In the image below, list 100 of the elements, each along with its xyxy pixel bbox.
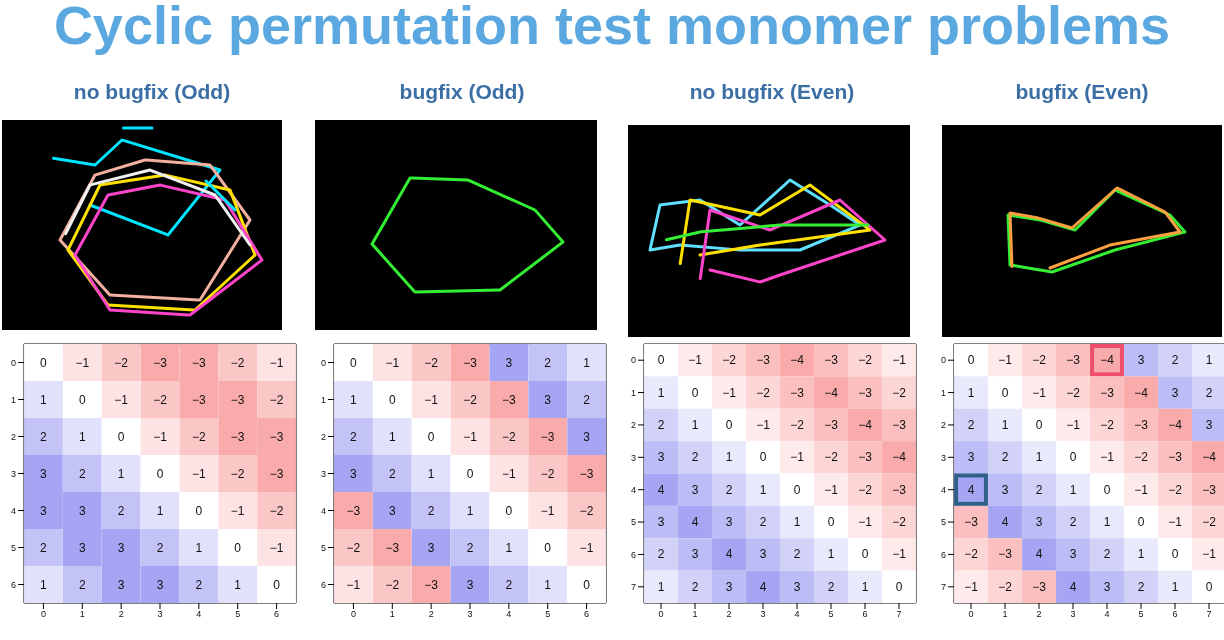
data-label: 0	[1069, 450, 1077, 465]
data-label: −2	[790, 417, 805, 432]
data-label: 2	[505, 577, 513, 592]
data-label: 3	[725, 579, 733, 594]
data-label: −3	[230, 392, 245, 407]
y-tick-label: 1	[940, 387, 946, 398]
data-label: 2	[725, 482, 733, 497]
y-tick-label: 5	[630, 517, 636, 528]
data-label: 0	[691, 385, 699, 400]
x-tick-label: 6	[1172, 609, 1178, 620]
data-label: −1	[756, 417, 771, 432]
data-label: 2	[78, 577, 86, 592]
x-tick-label: 1	[79, 609, 85, 620]
x-tick-label: 4	[794, 609, 800, 620]
data-label: 3	[1035, 515, 1043, 530]
data-label: 3	[793, 579, 801, 594]
data-label: 1	[78, 429, 86, 444]
data-label: 4	[691, 515, 699, 530]
chart-subtitle: bugfix (Even)	[1014, 80, 1150, 105]
x-tick-label: 6	[862, 609, 868, 620]
data-label: −2	[385, 577, 400, 592]
data-label: 1	[691, 417, 699, 432]
y-tick-label: 4	[630, 484, 636, 495]
data-label: 3	[1069, 547, 1077, 562]
data-label: −1	[424, 392, 439, 407]
data-label: −2	[1032, 353, 1047, 368]
data-label: 2	[1137, 579, 1145, 594]
data-label: 3	[725, 515, 733, 530]
data-label: −2	[424, 355, 439, 370]
y-tick-label: 2	[940, 420, 946, 431]
data-label: −2	[269, 392, 284, 407]
data-label: 2	[691, 450, 699, 465]
y-tick-label: 1	[320, 394, 326, 405]
data-label: −3	[424, 577, 439, 592]
data-label: 1	[505, 540, 513, 555]
data-label: 3	[1001, 482, 1009, 497]
data-label: 3	[78, 503, 86, 518]
data-label: 2	[427, 503, 435, 518]
x-tick-label: 6	[584, 609, 590, 620]
data-label: 1	[466, 503, 474, 518]
data-label: 2	[78, 466, 86, 481]
x-tick-label: 1	[389, 609, 395, 620]
x-tick-label: 0	[40, 609, 46, 620]
data-label: 1	[117, 466, 125, 481]
text: Cyclic permutation test monomer problems	[52, 0, 1172, 56]
data-label: 4	[1001, 515, 1009, 530]
data-label: −1	[824, 482, 839, 497]
data-label: 0	[967, 353, 975, 368]
data-label: −3	[269, 466, 284, 481]
data-label: 0	[350, 355, 358, 370]
data-label: −4	[1134, 385, 1149, 400]
data-label: 0	[78, 392, 86, 407]
y-tick-label: 3	[630, 452, 636, 463]
data-label: −3	[858, 385, 873, 400]
data-label: −1	[502, 466, 517, 481]
data-label: 1	[1069, 482, 1077, 497]
data-label: 1	[657, 385, 665, 400]
data-label: 0	[427, 429, 435, 444]
data-label: 1	[1137, 547, 1145, 562]
data-label: 0	[466, 466, 474, 481]
data-label: −3	[269, 429, 284, 444]
data-label: −3	[153, 355, 168, 370]
data-label: 2	[657, 417, 665, 432]
data-label: 1	[1171, 579, 1179, 594]
data-label: −2	[230, 466, 245, 481]
data-label: 3	[40, 466, 48, 481]
data-label: −1	[579, 540, 594, 555]
data-label: −3	[964, 515, 979, 530]
x-tick-label: 5	[828, 609, 834, 620]
y-tick-label: 1	[10, 394, 16, 405]
data-label: −1	[540, 503, 555, 518]
data-label: −1	[1032, 385, 1047, 400]
data-label: −3	[1032, 579, 1047, 594]
data-label: 2	[195, 577, 203, 592]
data-label: −4	[892, 450, 907, 465]
data-label: 2	[156, 540, 164, 555]
data-label: 2	[1069, 515, 1077, 530]
data-label: −2	[502, 429, 517, 444]
data-label: −3	[1168, 450, 1183, 465]
data-label: −1	[269, 540, 284, 555]
data-label: 2	[967, 417, 975, 432]
data-label: −3	[892, 482, 907, 497]
data-label: −3	[463, 355, 478, 370]
data-label: 0	[827, 515, 835, 530]
x-tick-label: 5	[1138, 609, 1144, 620]
y-tick-label: 3	[940, 452, 946, 463]
data-label: 0	[40, 355, 48, 370]
y-tick-label: 5	[10, 542, 16, 553]
y-tick-label: 1	[630, 387, 636, 398]
data-label: −1	[858, 515, 873, 530]
data-label: 2	[388, 466, 396, 481]
data-label: 0	[388, 392, 396, 407]
data-label: −1	[998, 353, 1013, 368]
data-label: 1	[1035, 450, 1043, 465]
data-label: 1	[725, 450, 733, 465]
data-label: −2	[114, 355, 129, 370]
data-label: −3	[502, 392, 517, 407]
data-label: −3	[1202, 482, 1217, 497]
data-label: −2	[824, 450, 839, 465]
y-tick-label: 0	[940, 355, 946, 366]
